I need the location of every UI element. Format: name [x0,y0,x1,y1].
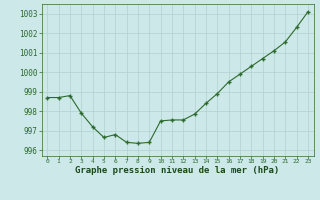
X-axis label: Graphe pression niveau de la mer (hPa): Graphe pression niveau de la mer (hPa) [76,166,280,175]
